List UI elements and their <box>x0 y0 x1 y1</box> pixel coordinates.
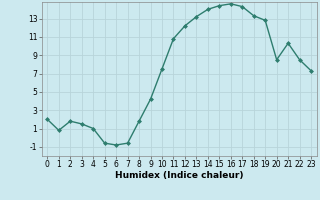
X-axis label: Humidex (Indice chaleur): Humidex (Indice chaleur) <box>115 171 244 180</box>
